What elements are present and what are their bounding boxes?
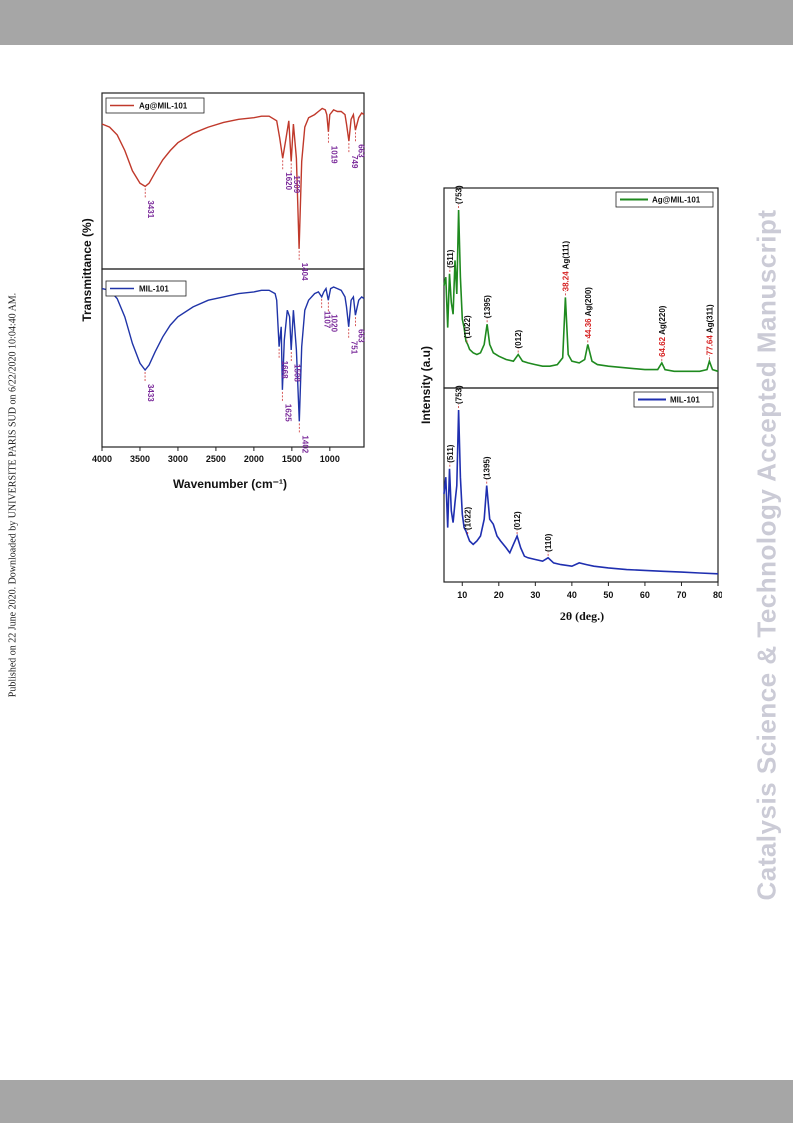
ftir-peak-label: 663 <box>356 329 365 343</box>
xrd-x-tick-label: 60 <box>640 590 650 600</box>
ftir-peak-label: 1620 <box>284 172 293 190</box>
ftir-peak-label: 1668 <box>280 361 289 379</box>
xrd-peak-phase: Ag(111) <box>561 241 570 270</box>
ftir-x-tick-label: 2000 <box>244 454 264 464</box>
ftir-peak-label: 1509 <box>292 175 301 193</box>
xrd-peak-label: (012) <box>513 511 522 530</box>
xrd-pattern-chart: (511) (753) (1022) (1395) (012) 38.24Ag(111) 4… <box>419 185 722 623</box>
ftir-series-line-0 <box>101 107 365 249</box>
ftir-peak-label: 1402 <box>300 435 309 453</box>
xrd-legend-mil-label: MIL-101 <box>670 396 700 405</box>
ftir-x-tick-label: 1500 <box>282 454 302 464</box>
xrd-x-tick-label: 50 <box>603 590 613 600</box>
ftir-y-axis-label: Transmittance (%) <box>80 218 94 321</box>
ftir-x-axis-label: Wavenumber (cm⁻¹) <box>173 477 287 491</box>
ftir-peak-label: 751 <box>350 341 359 355</box>
xrd-peak-label: (1022) <box>463 315 472 338</box>
ftir-peak-label: 1404 <box>300 263 309 281</box>
published-note: Published on 22 June 2020. Downloaded by… <box>7 292 19 698</box>
xrd-peak-label: (511) <box>446 249 455 268</box>
xrd-peak-label: 38.24Ag(111) <box>561 241 570 292</box>
xrd-peak-phase: Ag(311) <box>705 304 714 333</box>
ftir-peak-label: 1020 <box>329 314 338 332</box>
xrd-legend-ag-label: Ag@MIL-101 <box>652 196 701 205</box>
xrd-x-tick-label: 20 <box>494 590 504 600</box>
ftir-x-tick-label: 3000 <box>168 454 188 464</box>
journal-watermark: Catalysis Science & Technology Accepted … <box>751 209 782 901</box>
xrd-x-tick-label: 80 <box>713 590 722 600</box>
xrd-legend-mil-box <box>633 391 714 408</box>
ftir-peak-label: 3431 <box>146 200 155 218</box>
ftir-legend-mil-box <box>105 280 187 297</box>
xrd-peak-label: (753) <box>455 185 464 204</box>
ftir-peak-label: 1508 <box>292 364 301 382</box>
ftir-x-tick-label: 3500 <box>130 454 150 464</box>
ftir-legend-ag-box <box>105 97 205 114</box>
ftir-peak-label: 663 <box>356 144 365 158</box>
xrd-peak-label: (753) <box>455 385 464 404</box>
ftir-x-tick-label: 1000 <box>320 454 340 464</box>
xrd-x-tick-label: 30 <box>530 590 540 600</box>
xrd-peak-label: (1022) <box>464 507 473 530</box>
xrd-peak-label: 77.64Ag(311) <box>705 304 714 355</box>
ftir-bottom-panel-frame <box>101 268 365 448</box>
ftir-series-line-1 <box>101 286 365 422</box>
ftir-x-tick-label: 2500 <box>206 454 226 464</box>
xrd-series-line-0 <box>443 209 719 373</box>
xrd-series-line-1 <box>443 409 719 575</box>
xrd-peak-phase: Ag(220) <box>658 305 667 335</box>
xrd-legend-ag-box <box>615 191 714 208</box>
ftir-peak-label: 3433 <box>146 384 155 402</box>
xrd-y-axis-label: Intensity (a.u) <box>419 346 433 424</box>
ftir-peak-label: 749 <box>350 155 359 169</box>
xrd-x-tick-label: 70 <box>676 590 686 600</box>
ftir-x-tick-label: 4000 <box>92 454 112 464</box>
xrd-peak-label: (110) <box>544 533 553 552</box>
xrd-peak-label: (1395) <box>483 456 492 479</box>
xrd-x-axis-label: 2θ (deg.) <box>560 609 604 623</box>
xrd-peak-label: 64.62Ag(220) <box>658 305 667 357</box>
ftir-peak-label: 1107 <box>323 311 332 329</box>
xrd-x-tick-label: 10 <box>457 590 467 600</box>
xrd-top-panel-frame <box>443 187 719 389</box>
xrd-peak-label: 44.36Ag(200) <box>584 287 593 339</box>
xrd-peak-label: (1395) <box>483 295 492 318</box>
xrd-bottom-panel-frame <box>443 387 719 583</box>
ftir-legend-ag-label: Ag@MIL-101 <box>139 102 188 111</box>
ftir-peak-label: 1019 <box>329 146 338 164</box>
xrd-peak-phase: Ag(200) <box>584 287 593 317</box>
ftir-peak-label: 1625 <box>283 404 292 422</box>
ftir-top-panel-frame <box>101 92 365 270</box>
xrd-peak-label: (012) <box>514 329 523 348</box>
xrd-peak-label: (511) <box>446 444 455 463</box>
bottom-footer-band <box>0 1080 793 1123</box>
xrd-x-tick-label: 40 <box>567 590 577 600</box>
top-header-band <box>0 0 793 45</box>
ftir-legend-mil-label: MIL-101 <box>139 285 169 294</box>
